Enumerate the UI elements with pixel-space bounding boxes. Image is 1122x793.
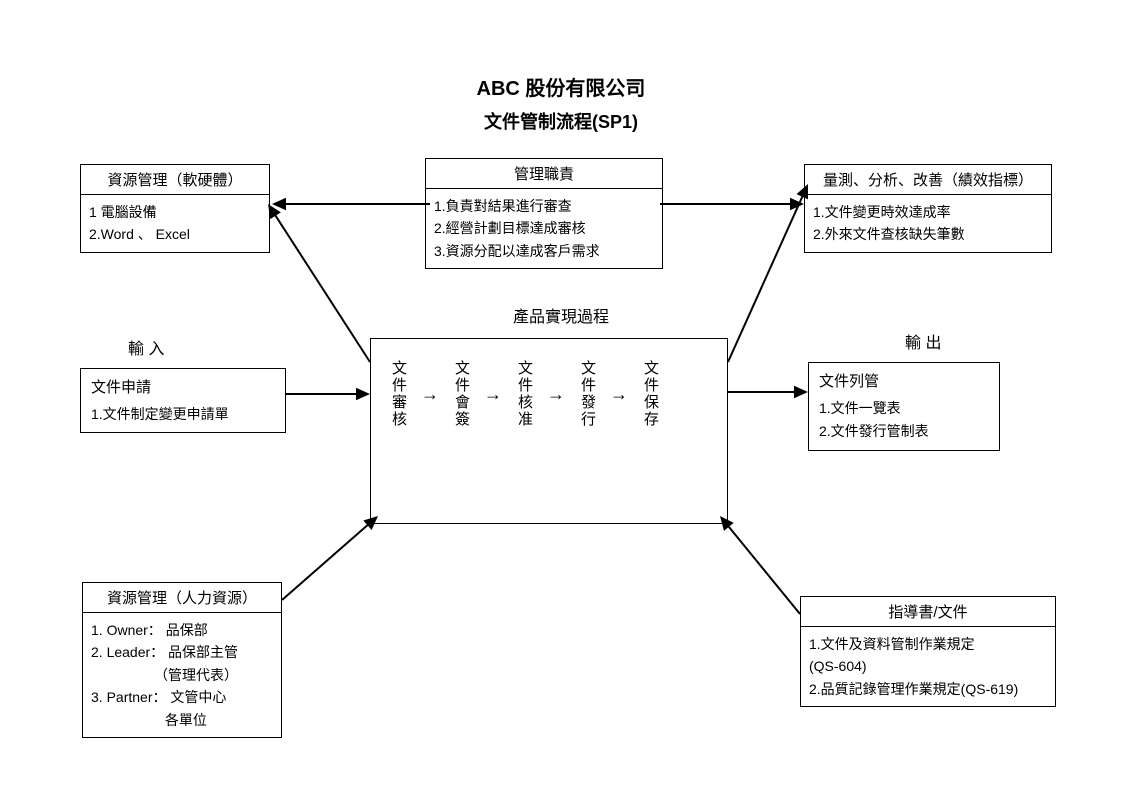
resource-hr-title: 資源管理（人力資源） [83,583,281,613]
measurement-analysis-item: 2.外來文件查核缺失筆數 [813,223,1043,245]
guidance-docs-box: 指導書/文件 1.文件及資料管制作業規定 (QS-604) 2.品質記錄管理作業… [800,596,1056,707]
guidance-docs-item: 2.品質記錄管理作業規定(QS-619) [809,678,1047,700]
process-step: 文件審核 [388,360,409,428]
guidance-docs-title: 指導書/文件 [801,597,1055,627]
resource-hw-sw-item: 1 電腦設備 [89,201,261,223]
output-box-item: 2.文件發行管制表 [819,420,989,444]
arrow-icon: → [547,384,565,405]
resource-hw-sw-box: 資源管理（軟硬體） 1 電腦設備 2.Word 、 Excel [80,164,270,253]
output-box: 文件列管 1.文件一覽表 2.文件發行管制表 [808,362,1000,451]
process-step: 文件會簽 [451,360,472,428]
process-step: 文件發行 [577,360,598,428]
process-steps-row: 文件審核 → 文件會簽 → 文件核准 → 文件發行 → 文件保存 [388,360,1122,428]
resource-hr-item: 各單位 [91,709,273,731]
management-responsibility-title: 管理職責 [426,159,662,189]
output-section-label: 輸 出 [905,329,941,353]
measurement-analysis-title: 量測、分析、改善（績效指標） [805,165,1051,195]
resource-hr-item: 3. Partner： 文管中心 [91,686,273,708]
resource-hw-sw-title: 資源管理（軟硬體） [81,165,269,195]
arrow-icon: → [610,384,628,405]
input-box-item: 1.文件制定變更申請單 [91,403,275,427]
process-title: 文件管制流程(SP1) [0,108,1122,134]
measurement-analysis-box: 量測、分析、改善（績效指標） 1.文件變更時效達成率 2.外來文件查核缺失筆數 [804,164,1052,253]
resource-hw-sw-item: 2.Word 、 Excel [89,223,261,245]
center-process-title: 產品實現過程 [370,303,752,327]
diagram-canvas: ABC 股份有限公司 文件管制流程(SP1) 資源管理（軟硬體） 1 電腦設備 … [0,0,1122,793]
resource-hr-item: 2. Leader： 品保部主管 [91,641,273,663]
company-title: ABC 股份有限公司 [0,72,1122,101]
measurement-analysis-item: 1.文件變更時效達成率 [813,201,1043,223]
management-responsibility-box: 管理職責 1.負責對結果進行審查 2.經營計劃目標達成審核 3.資源分配以達成客… [425,158,663,269]
resource-hr-box: 資源管理（人力資源） 1. Owner： 品保部 2. Leader： 品保部主… [82,582,282,738]
management-responsibility-item: 1.負責對結果進行審查 [434,195,654,217]
management-responsibility-item: 2.經營計劃目標達成審核 [434,217,654,239]
input-box-title: 文件申請 [91,375,275,401]
process-step: 文件保存 [640,360,661,428]
guidance-docs-item: (QS-604) [809,655,1047,677]
resource-hr-item: 1. Owner： 品保部 [91,619,273,641]
output-box-item: 1.文件一覽表 [819,397,989,421]
input-box: 文件申請 1.文件制定變更申請單 [80,368,286,433]
input-section-label: 輸 入 [128,335,164,359]
output-box-title: 文件列管 [819,369,989,395]
arrow-icon: → [421,384,439,405]
guidance-docs-item: 1.文件及資料管制作業規定 [809,633,1047,655]
process-step: 文件核准 [514,360,535,428]
arrow-icon: → [484,384,502,405]
resource-hr-item: （管理代表） [91,664,273,686]
management-responsibility-item: 3.資源分配以達成客戶需求 [434,240,654,262]
